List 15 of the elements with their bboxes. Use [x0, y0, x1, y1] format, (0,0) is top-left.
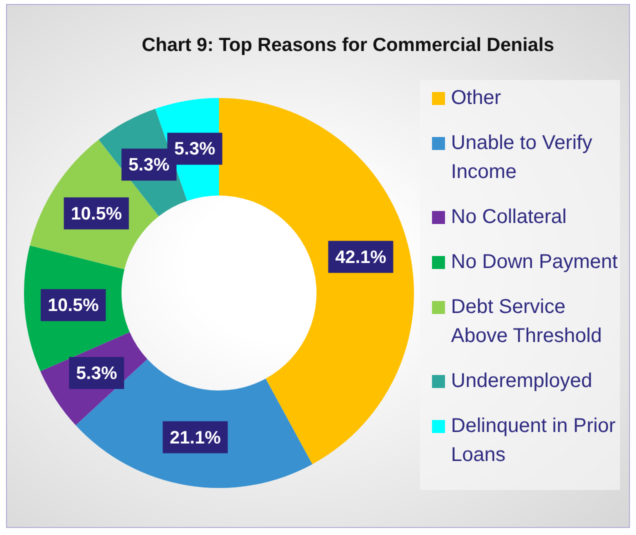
legend-label: No Down Payment — [451, 250, 618, 275]
data-label: 21.1% — [170, 427, 221, 448]
data-label: 5.3% — [128, 154, 170, 175]
legend-label: Other — [451, 86, 502, 111]
data-label: 10.5% — [70, 203, 122, 224]
legend-label: Delinquent in Prior Loans — [451, 414, 617, 468]
data-label: 42.1% — [335, 246, 386, 267]
data-label: 10.5% — [48, 295, 99, 316]
data-label: 5.3% — [174, 138, 216, 159]
legend-label: Underemployed — [451, 369, 592, 394]
legend-label: Unable to Verify Income — [451, 131, 594, 185]
data-label: 5.3% — [76, 363, 118, 383]
legend-label: No Collateral — [451, 205, 567, 230]
legend-label: Debt Service Above Threshold — [451, 295, 603, 349]
chart-title: Chart 9: Top Reasons for Commercial Denials — [140, 35, 556, 57]
